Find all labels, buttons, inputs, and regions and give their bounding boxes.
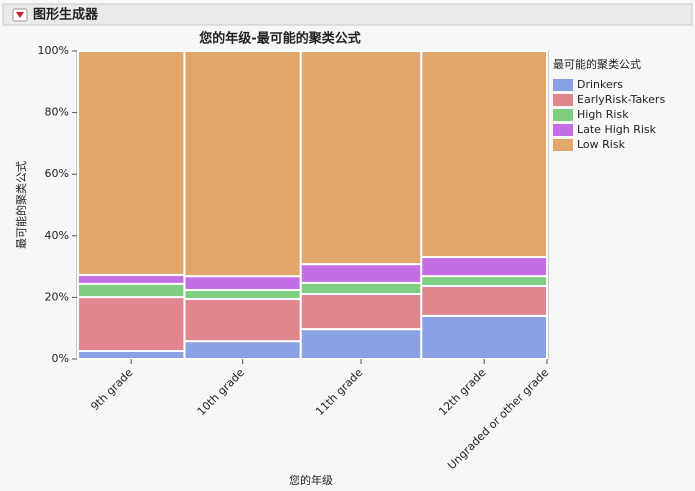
- header-bar: [2, 3, 693, 26]
- mosaic-segment: [77, 282, 186, 299]
- y-axis-label: 最可能的聚类公式: [14, 161, 28, 249]
- mosaic-segment: [420, 256, 549, 278]
- x-axis-label: 您的年级: [289, 473, 333, 487]
- legend-title: 最可能的聚类公式: [553, 57, 641, 71]
- mosaic-segment: [183, 289, 302, 300]
- mosaic-segment: [77, 273, 186, 285]
- mosaic-segment: [299, 328, 423, 360]
- legend-swatch: [553, 124, 573, 136]
- y-tick-label: 60%: [45, 167, 69, 180]
- chart-title: 您的年级-最可能的聚类公式: [199, 31, 360, 47]
- legend-swatch: [553, 79, 573, 91]
- y-tick-label: 20%: [45, 290, 69, 303]
- mosaic-segment: [183, 340, 302, 360]
- y-tick-label: 40%: [45, 229, 69, 242]
- legend-label: Late High Risk: [577, 123, 657, 136]
- header-title: 图形生成器: [33, 7, 99, 23]
- mosaic-segment: [77, 349, 186, 361]
- mosaic-segment: [183, 275, 302, 292]
- mosaic-segment: [299, 293, 423, 331]
- legend-swatch: [553, 94, 573, 106]
- mosaic-segment: [420, 50, 549, 259]
- mosaic-segment: [299, 281, 423, 296]
- mosaic-segment: [183, 50, 302, 278]
- legend-label: High Risk: [577, 108, 629, 121]
- mosaic-segment: [299, 50, 423, 266]
- mosaic-segment: [420, 314, 549, 361]
- legend-label: EarlyRisk-Takers: [577, 93, 665, 106]
- mosaic-segment: [183, 297, 302, 343]
- disclosure-icon: [16, 12, 24, 18]
- mosaic-segment: [77, 296, 186, 352]
- y-tick-label: 100%: [38, 44, 69, 57]
- mosaic-segment: [77, 50, 186, 276]
- mosaic-segment: [299, 263, 423, 284]
- legend-label: Drinkers: [577, 78, 623, 91]
- y-tick-label: 80%: [45, 106, 69, 119]
- legend-label: Low Risk: [577, 138, 626, 151]
- legend-swatch: [553, 139, 573, 151]
- legend-swatch: [553, 109, 573, 121]
- mosaic-segment: [420, 285, 549, 317]
- mosaic-segment: [420, 275, 549, 288]
- y-tick-label: 0%: [52, 352, 69, 365]
